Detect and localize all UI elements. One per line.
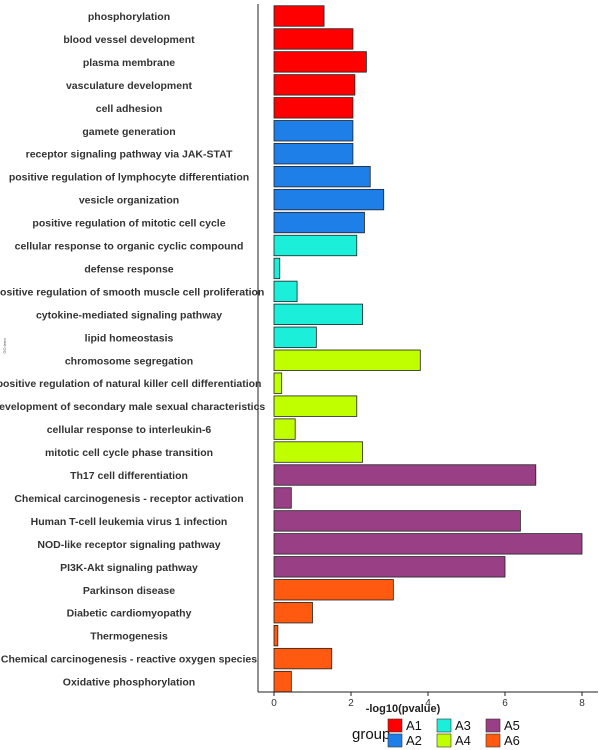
bar-17 — [273, 372, 283, 394]
bar-25 — [273, 556, 506, 578]
bar-21 — [273, 464, 537, 486]
bars-group — [273, 5, 583, 693]
legend-label-a5: A5 — [504, 718, 520, 733]
category-label: gamete generation — [82, 126, 175, 138]
bar-19 — [273, 418, 296, 440]
x-tick-label: 2 — [348, 698, 354, 709]
category-label: Thermogenesis — [90, 631, 168, 643]
bar-12 — [273, 257, 281, 280]
x-axis-title: -log10(pvalue) — [366, 703, 441, 715]
category-label: positive regulation of lymphocyte differ… — [9, 172, 249, 184]
category-label: vesicle organization — [79, 195, 179, 207]
category-label: lipid homeostasis — [85, 332, 174, 344]
legend-label-a6: A6 — [504, 733, 520, 748]
category-label: Th17 cell differentiation — [70, 470, 188, 482]
category-label: Diabetic cardiomyopathy — [67, 608, 192, 620]
category-labels: phosphorylation blood vessel development p… — [0, 11, 265, 689]
category-label: mitotic cell cycle phase transition — [45, 447, 213, 459]
category-label: Oxidative phosphorylation — [63, 677, 195, 689]
category-label: Chemical carcinogenesis - receptor activ… — [14, 493, 243, 505]
legend-swatch-a1 — [387, 718, 403, 733]
category-label: defense response — [84, 263, 173, 275]
bar-15 — [273, 326, 317, 348]
legend-label-a1: A1 — [406, 718, 422, 733]
bar-6 — [273, 120, 354, 142]
bar-4 — [273, 74, 356, 96]
legend-label-a2: A2 — [406, 733, 422, 748]
category-label: chromosome segregation — [65, 355, 193, 367]
category-label: positive regulation of mitotic cell cycl… — [32, 218, 225, 230]
category-label: development of secondary male sexual cha… — [0, 401, 265, 413]
bar-30 — [273, 670, 292, 693]
legend-swatch-a5 — [485, 718, 501, 733]
legend-label-a4: A4 — [455, 733, 471, 748]
category-label: phosphorylation — [88, 11, 170, 23]
bar-16 — [273, 349, 421, 371]
x-tick-label: 6 — [502, 698, 508, 709]
bar-29 — [273, 647, 333, 670]
bar-1 — [273, 5, 325, 27]
legend-swatch-a6 — [485, 733, 501, 748]
bar-2 — [273, 28, 354, 50]
bar-8 — [273, 165, 371, 188]
legend-swatch-a3 — [436, 718, 452, 733]
category-label: cellular response to interleukin-6 — [47, 424, 212, 436]
category-label: positive regulation of natural killer ce… — [0, 378, 261, 390]
category-label: blood vessel development — [63, 34, 195, 46]
legend-swatch-a4 — [436, 733, 452, 748]
category-label: cellular response to organic cyclic comp… — [15, 241, 244, 253]
category-label: cytokine-mediated signaling pathway — [36, 309, 222, 321]
bar-7 — [273, 143, 354, 165]
legend-swatch-a2 — [387, 733, 403, 748]
category-label: Human T-cell leukemia virus 1 infection — [31, 516, 228, 528]
bar-22 — [273, 487, 292, 509]
axes: 0 2 4 6 8 — [257, 4, 598, 709]
bar-28 — [273, 625, 279, 647]
bar-24 — [273, 533, 583, 555]
bar-18 — [273, 395, 358, 417]
bar-10 — [273, 211, 365, 234]
category-label: vasculature development — [66, 80, 193, 92]
category-label: plasma membrane — [83, 57, 175, 69]
category-label: Chemical carcinogenesis - reactive oxyge… — [1, 654, 257, 666]
bar-11 — [273, 234, 358, 257]
x-tick-label: 8 — [579, 698, 585, 709]
category-label: positive regulation of smooth muscle cel… — [0, 286, 264, 298]
category-label: receptor signaling pathway via JAK-STAT — [26, 149, 233, 161]
bar-5 — [273, 97, 354, 119]
bar-14 — [273, 303, 363, 326]
category-label: cell adhesion — [96, 103, 163, 115]
bar-20 — [273, 441, 363, 463]
bar-9 — [273, 188, 385, 211]
category-label: Parkinson disease — [83, 585, 175, 597]
bar-23 — [273, 510, 521, 532]
category-label: PI3K-Akt signaling pathway — [60, 562, 198, 574]
legend-label-a3: A3 — [455, 718, 471, 733]
x-tick-label: 0 — [271, 698, 277, 709]
y-axis-title: GO term — [2, 338, 7, 354]
bar-13 — [273, 280, 298, 303]
x-tick-label: 4 — [425, 698, 431, 709]
bar-27 — [273, 602, 313, 624]
bar-26 — [273, 579, 394, 601]
bar-3 — [273, 51, 367, 73]
category-label: NOD-like receptor signaling pathway — [37, 539, 220, 551]
legend-title: group — [352, 726, 390, 743]
